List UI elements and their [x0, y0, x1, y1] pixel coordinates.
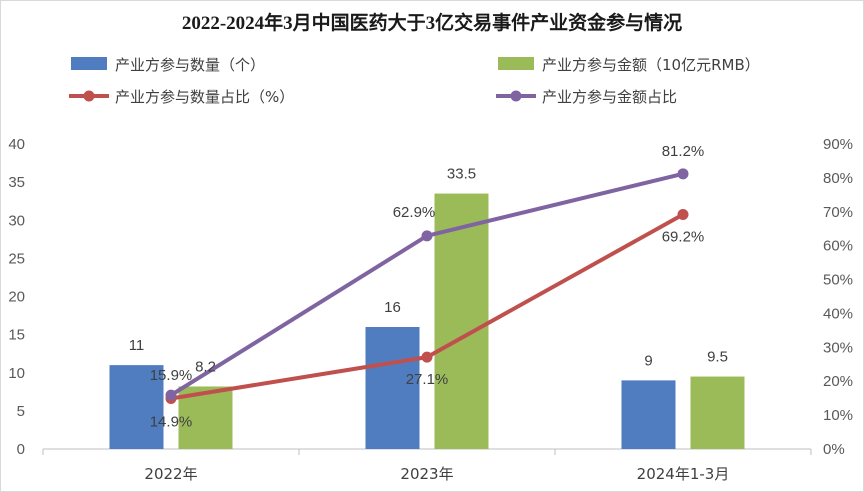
legend-marker-amount-share	[510, 90, 522, 102]
legend-label-amount: 产业方参与金额（10亿元RMB）	[542, 56, 760, 74]
point-count-share	[421, 351, 433, 363]
y2-tick-label: 40%	[823, 305, 853, 322]
y2-tick-label: 80%	[823, 170, 853, 187]
legend-label-count-share: 产业方参与数量占比（%）	[115, 88, 294, 106]
y2-tick-label: 30%	[823, 339, 853, 356]
y-tick-label: 40	[8, 136, 25, 153]
y2-tick-label: 70%	[823, 204, 853, 221]
point-amount-share	[421, 230, 433, 242]
data-label-amount: 33.5	[447, 166, 476, 183]
data-label-amount-share: 15.9%	[150, 367, 193, 384]
data-label-amount: 8.2	[195, 358, 216, 375]
category-label: 2022年	[144, 465, 197, 483]
legend-swatch-amount	[498, 57, 534, 70]
bar-amount	[434, 193, 489, 449]
y-tick-label: 30	[8, 212, 25, 229]
data-label-count: 11	[129, 337, 145, 354]
data-label-amount: 9.5	[707, 349, 728, 366]
bars	[109, 193, 745, 449]
y2-axis-ticks: 0% 10% 20% 30% 40% 50% 60% 70% 80% 90%	[823, 136, 853, 458]
y2-tick-label: 60%	[823, 238, 853, 255]
legend-label-amount-share: 产业方参与金额占比	[542, 88, 677, 106]
bar-count	[621, 380, 676, 449]
data-label-amount-share: 81.2%	[662, 143, 705, 160]
point-amount-share	[677, 168, 689, 180]
category-label: 2023年	[400, 465, 453, 483]
y-tick-label: 5	[17, 403, 25, 420]
y-tick-label: 20	[8, 289, 25, 306]
legend-marker-count-share	[83, 90, 95, 102]
data-label-count-share: 27.1%	[406, 371, 449, 388]
legend: 产业方参与数量（个） 产业方参与金额（10亿元RMB） 产业方参与数量占比（%）…	[69, 56, 760, 106]
x-axis-ticks	[42, 449, 812, 455]
y2-tick-label: 90%	[823, 136, 853, 153]
point-amount-share	[165, 389, 177, 401]
data-label-count-share: 14.9%	[150, 414, 193, 431]
legend-swatch-count	[71, 57, 107, 70]
y-tick-label: 15	[8, 327, 25, 344]
point-count-share	[677, 208, 689, 220]
category-label: 2024年1-3月	[637, 465, 730, 483]
y2-tick-label: 0%	[823, 441, 845, 458]
y-tick-label: 0	[17, 441, 25, 458]
data-label-count-share: 69.2%	[662, 228, 705, 245]
y-tick-label: 35	[8, 174, 25, 191]
bar-amount	[690, 376, 745, 449]
legend-label-count: 产业方参与数量（个）	[115, 56, 265, 74]
data-label-count: 9	[644, 352, 652, 369]
lines	[165, 168, 689, 405]
data-label-count: 16	[384, 299, 401, 316]
bar-count	[109, 365, 164, 449]
y2-tick-label: 20%	[823, 373, 853, 390]
y-tick-label: 10	[8, 365, 25, 382]
data-label-amount-share: 62.9%	[393, 204, 436, 221]
y-tick-label: 25	[8, 250, 25, 267]
category-labels: 2022年 2023年 2024年1-3月	[144, 465, 729, 483]
bar-count	[365, 327, 420, 449]
y-axis-ticks: 0 5 10 15 20 25 30 35 40	[8, 136, 25, 458]
y2-tick-label: 10%	[823, 407, 853, 424]
chart-title: 2022-2024年3月中国医药大于3亿交易事件产业资金参与情况	[182, 11, 682, 34]
data-labels: 11 16 9 8.2 33.5 9.5 14.9% 27.1% 69.2% 15.9% 62.9%…	[129, 143, 728, 431]
y2-tick-label: 50%	[823, 272, 853, 289]
